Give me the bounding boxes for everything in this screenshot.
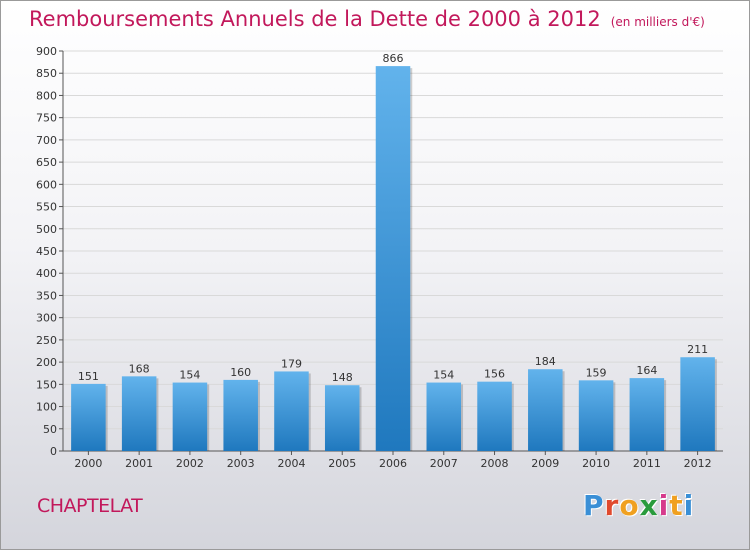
bar-2000	[71, 383, 106, 451]
bar-value-label: 168	[129, 362, 150, 375]
bar-2009	[528, 369, 563, 451]
bar-2008	[477, 381, 512, 451]
logo-letter: x	[639, 489, 659, 522]
y-tick-label: 50	[43, 423, 57, 436]
y-tick-label: 650	[36, 156, 57, 169]
bar-2011	[629, 378, 665, 451]
chart-unit-label: (en milliers d'€)	[610, 15, 705, 29]
y-tick-label: 500	[36, 223, 57, 236]
y-tick-label: 800	[36, 89, 57, 102]
y-tick-label: 300	[36, 312, 57, 325]
x-tick-label: 2001	[125, 457, 153, 470]
bar-value-label: 148	[332, 371, 353, 384]
bar-2005	[324, 385, 360, 451]
logo-letter: i	[658, 489, 670, 522]
y-tick-label: 900	[36, 45, 57, 58]
bar-2012	[680, 357, 715, 451]
y-tick-label: 0	[50, 445, 57, 458]
y-tick-label: 700	[36, 134, 57, 147]
x-tick-label: 2003	[227, 457, 255, 470]
bar-2007	[426, 382, 462, 451]
y-tick-label: 450	[36, 245, 57, 258]
x-tick-label: 2006	[379, 457, 407, 470]
y-tick-label: 400	[36, 267, 57, 280]
y-tick-label: 600	[36, 178, 57, 191]
x-tick-label: 2009	[531, 457, 559, 470]
bar-value-label: 154	[433, 369, 454, 382]
chart-title: Remboursements Annuels de la Dette de 20…	[29, 7, 705, 31]
bar-value-label: 164	[636, 364, 657, 377]
y-tick-label: 350	[36, 289, 57, 302]
bar-value-label: 151	[78, 370, 99, 383]
bar-value-label: 866	[383, 52, 404, 65]
bar-2001	[121, 376, 157, 451]
bar-value-label: 156	[484, 368, 505, 381]
bar-value-label: 159	[586, 366, 607, 379]
x-tick-label: 2011	[633, 457, 661, 470]
bar-value-label: 154	[179, 369, 200, 382]
logo-letter: t	[669, 489, 684, 522]
y-tick-label: 250	[36, 334, 57, 347]
logo-letter: i	[683, 489, 695, 522]
logo-letter: o	[619, 489, 640, 522]
x-tick-label: 2007	[430, 457, 458, 470]
y-tick-label: 100	[36, 401, 57, 414]
x-tick-label: 2008	[481, 457, 509, 470]
proxiti-logo: Proxiti	[583, 489, 694, 522]
y-tick-label: 150	[36, 378, 57, 391]
city-name: CHAPTELAT	[37, 495, 143, 517]
y-tick-label: 750	[36, 112, 57, 125]
x-tick-label: 2000	[74, 457, 102, 470]
bar-value-label: 211	[687, 343, 708, 356]
bars	[71, 66, 717, 451]
x-tick-label: 2005	[328, 457, 356, 470]
bar-2004	[274, 371, 309, 451]
bar-value-label: 160	[230, 366, 251, 379]
bar-2003	[223, 379, 258, 451]
x-tick-label: 2012	[684, 457, 712, 470]
y-tick-label: 200	[36, 356, 57, 369]
x-tick-label: 2002	[176, 457, 204, 470]
x-tick-label: 2004	[277, 457, 305, 470]
logo-letter: P	[583, 489, 605, 522]
y-tick-label: 550	[36, 201, 57, 214]
labels: 0 50 100 150 200 250 300 350 400 450 500 550 600 650 7…	[36, 45, 712, 470]
bar-value-label: 179	[281, 357, 302, 370]
logo-letter: r	[604, 489, 620, 522]
bar-2006	[375, 66, 411, 451]
bar-2010	[578, 380, 614, 451]
chart-title-text: Remboursements Annuels de la Dette de 20…	[29, 7, 601, 31]
y-tick-label: 850	[36, 67, 57, 80]
bar-value-label: 184	[535, 355, 556, 368]
bar-2002	[172, 382, 208, 451]
x-tick-label: 2010	[582, 457, 610, 470]
